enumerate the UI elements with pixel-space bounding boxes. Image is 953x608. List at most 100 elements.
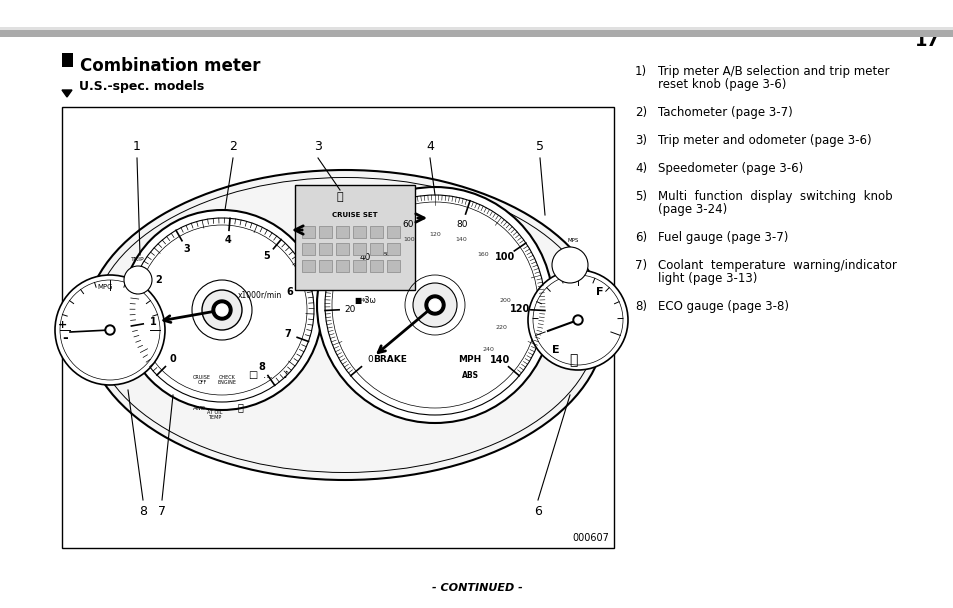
Text: …: … — [263, 370, 273, 380]
Text: Multi  function  display  switching  knob: Multi function display switching knob — [658, 190, 892, 203]
Text: 120: 120 — [429, 232, 440, 238]
Text: light (page 3-13): light (page 3-13) — [658, 272, 757, 285]
Text: - CONTINUED -: - CONTINUED - — [431, 583, 522, 593]
Text: 0: 0 — [379, 348, 383, 353]
Bar — [387, 226, 399, 238]
Bar — [353, 243, 366, 255]
Text: ECO gauge (page 3-8): ECO gauge (page 3-8) — [658, 300, 788, 313]
Bar — [387, 260, 399, 272]
Polygon shape — [62, 90, 71, 97]
Text: 1: 1 — [150, 317, 156, 327]
Bar — [318, 243, 332, 255]
Circle shape — [413, 283, 456, 327]
Text: 4: 4 — [426, 140, 434, 153]
Text: Tachometer (page 3-7): Tachometer (page 3-7) — [658, 106, 792, 119]
Text: ♪: ♪ — [281, 370, 288, 380]
Circle shape — [575, 317, 580, 323]
Text: □: □ — [248, 370, 257, 380]
Text: x1000r/min: x1000r/min — [237, 291, 282, 300]
Bar — [302, 260, 314, 272]
Text: 17: 17 — [914, 32, 939, 50]
Text: 7: 7 — [284, 329, 291, 339]
Text: 140: 140 — [455, 238, 466, 243]
Text: Fuel gauge (page 3-7): Fuel gauge (page 3-7) — [658, 231, 787, 244]
Text: 6: 6 — [534, 505, 541, 518]
Text: 6): 6) — [635, 231, 646, 244]
Circle shape — [316, 187, 553, 423]
Circle shape — [212, 300, 232, 320]
Circle shape — [215, 304, 228, 316]
Circle shape — [107, 327, 112, 333]
Text: (page 3-24): (page 3-24) — [658, 203, 726, 216]
Text: 100: 100 — [403, 238, 415, 243]
Text: 40: 40 — [358, 252, 370, 261]
Circle shape — [55, 275, 165, 385]
Text: 120: 120 — [509, 304, 530, 314]
Text: Trip meter A/B selection and trip meter: Trip meter A/B selection and trip meter — [658, 65, 888, 78]
Text: 200: 200 — [498, 299, 510, 303]
Text: AT OIL
TEMP: AT OIL TEMP — [207, 410, 222, 420]
Text: Trip meter and odometer (page 3-6): Trip meter and odometer (page 3-6) — [658, 134, 871, 147]
Text: 220: 220 — [495, 325, 507, 330]
Text: 20: 20 — [344, 305, 355, 314]
Text: CRUISE SET: CRUISE SET — [332, 212, 377, 218]
Text: -: - — [62, 331, 68, 345]
Bar — [370, 226, 382, 238]
Text: 3: 3 — [314, 140, 321, 153]
Text: U.S.-spec. models: U.S.-spec. models — [79, 80, 204, 93]
Bar — [0, 27, 953, 30]
Text: Speedometer (page 3-6): Speedometer (page 3-6) — [658, 162, 802, 175]
Bar — [335, 226, 349, 238]
Bar — [318, 226, 332, 238]
Text: 8: 8 — [139, 505, 147, 518]
Bar — [302, 243, 314, 255]
Circle shape — [124, 266, 152, 294]
Text: TRIP: TRIP — [132, 257, 145, 262]
Text: 0: 0 — [367, 355, 373, 364]
Text: Combination meter: Combination meter — [80, 57, 260, 75]
Bar — [335, 243, 349, 255]
Text: 160: 160 — [476, 252, 488, 257]
Text: 🚗: 🚗 — [336, 192, 343, 202]
Text: 240: 240 — [482, 348, 494, 353]
Text: BRAKE: BRAKE — [373, 356, 407, 365]
Text: 000607: 000607 — [572, 533, 608, 543]
Text: Ⓣ: Ⓣ — [236, 402, 243, 412]
Circle shape — [105, 325, 115, 335]
Bar — [318, 260, 332, 272]
Text: 2: 2 — [155, 275, 162, 285]
Text: 5: 5 — [536, 140, 543, 153]
Text: 7: 7 — [158, 505, 166, 518]
Text: 80: 80 — [456, 220, 467, 229]
Text: ABS: ABS — [461, 370, 478, 379]
Text: 1): 1) — [635, 65, 646, 78]
Text: AWD: AWD — [193, 406, 207, 410]
Text: F: F — [596, 287, 603, 297]
Bar — [335, 260, 349, 272]
Bar — [302, 226, 314, 238]
Text: MPG: MPG — [97, 284, 112, 290]
Text: 100: 100 — [495, 252, 515, 262]
Bar — [353, 260, 366, 272]
Text: ■ 3ω: ■ 3ω — [355, 295, 375, 305]
Bar — [62, 53, 73, 67]
Text: 4: 4 — [225, 235, 232, 245]
Circle shape — [527, 270, 627, 370]
Bar — [62, 107, 614, 548]
Bar — [370, 260, 382, 272]
Text: 1: 1 — [132, 140, 141, 153]
Bar — [353, 226, 366, 238]
Circle shape — [424, 295, 444, 315]
Text: 4): 4) — [635, 162, 646, 175]
Text: ⛽: ⛽ — [568, 353, 577, 367]
Text: 5): 5) — [635, 190, 646, 203]
Bar — [370, 243, 382, 255]
Text: 3: 3 — [183, 244, 191, 254]
Text: 7): 7) — [635, 259, 646, 272]
Text: reset knob (page 3-6): reset knob (page 3-6) — [658, 78, 785, 91]
Ellipse shape — [85, 170, 604, 480]
Text: 3): 3) — [635, 134, 646, 147]
Text: MPH: MPH — [457, 356, 481, 365]
Bar — [387, 243, 399, 255]
Text: MPS: MPS — [567, 238, 578, 243]
